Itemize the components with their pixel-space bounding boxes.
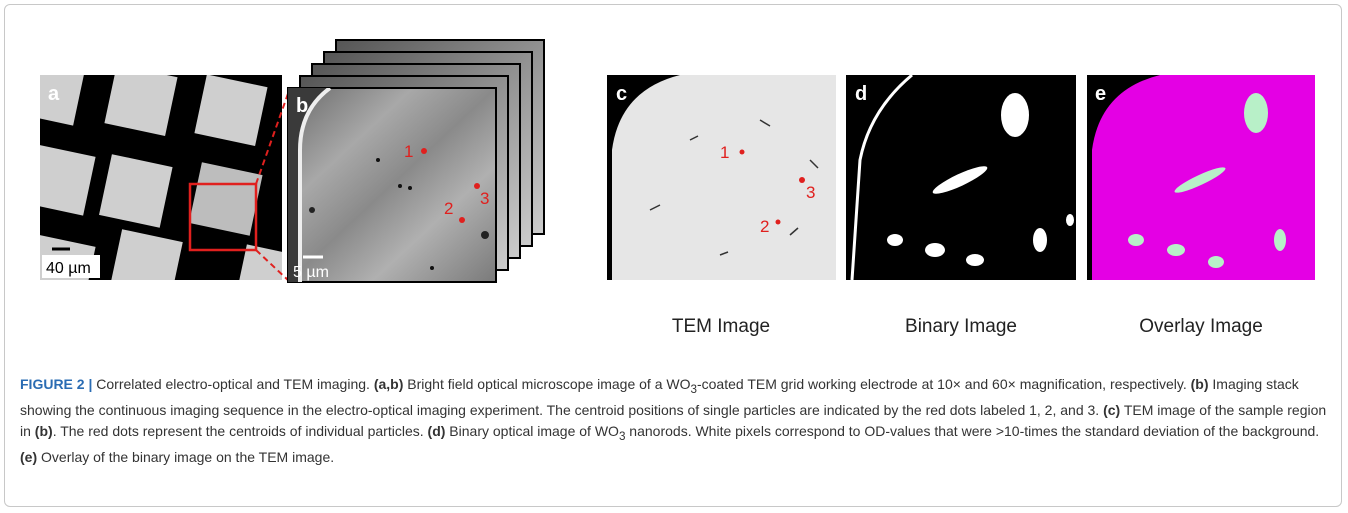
- panel-caption: Binary Image: [905, 316, 1017, 337]
- panel-caption: TEM Image: [672, 316, 770, 337]
- panel-a: a 40 µm: [40, 75, 291, 283]
- marker-label: 2: [444, 199, 453, 218]
- caption-run: (a,b): [373, 376, 404, 392]
- caption-run: FIGURE 2 |: [20, 376, 93, 392]
- caption-run: 3: [690, 382, 697, 396]
- panel-label: d: [855, 83, 867, 105]
- caption-run: (d): [427, 422, 446, 439]
- panel-label: a: [48, 83, 60, 105]
- caption-run: nanorods. White pixels correspond to OD-…: [625, 422, 1320, 439]
- scale-bar-label: 40 µm: [46, 260, 91, 277]
- panel-e: e Overlay Image: [1087, 75, 1315, 337]
- caption-run: . The red dots represent the centroids o…: [52, 422, 428, 439]
- panel-b: b 5 µm 1 2 3: [287, 39, 545, 283]
- caption-run: Overlay of the binary image on the TEM i…: [37, 448, 335, 465]
- panel-label: e: [1095, 83, 1106, 105]
- caption-run: (e): [20, 448, 38, 465]
- caption-run: TEM image of the sample region in: [20, 401, 1327, 439]
- figure-panels: a 40 µm b 5 µm 1 2 3 c: [40, 39, 1315, 337]
- panel-label: b: [296, 95, 308, 117]
- panel-label: c: [616, 83, 627, 105]
- caption-run: Bright field optical microscope image of…: [403, 376, 691, 392]
- caption-run: Binary optical image of WO: [445, 422, 619, 439]
- marker-label: 3: [480, 189, 489, 208]
- figure-frame: [4, 4, 1342, 507]
- caption-run: (b): [34, 422, 53, 439]
- marker-label: 3: [806, 183, 815, 202]
- marker-label: 1: [720, 143, 729, 162]
- panel-c: c 1 2 3 TEM Image: [607, 75, 836, 337]
- caption-run: Correlated electro-optical and TEM imagi…: [92, 376, 374, 392]
- caption-run: (c): [1103, 401, 1121, 418]
- marker-label: 1: [404, 142, 413, 161]
- panel-d: d Binary Image: [846, 73, 1076, 337]
- caption-run: -coated TEM grid working electrode at 10…: [696, 376, 1191, 392]
- figure-caption: FIGURE 2 | Correlated electro-optical an…: [20, 374, 1330, 468]
- caption-run: 3: [618, 429, 626, 443]
- caption-run: (b): [1190, 376, 1209, 392]
- panel-caption: Overlay Image: [1139, 316, 1263, 337]
- marker-label: 2: [760, 217, 769, 236]
- caption-run: Imaging stack showing the continuous ima…: [20, 376, 1299, 418]
- scale-bar-label: 5 µm: [293, 264, 329, 281]
